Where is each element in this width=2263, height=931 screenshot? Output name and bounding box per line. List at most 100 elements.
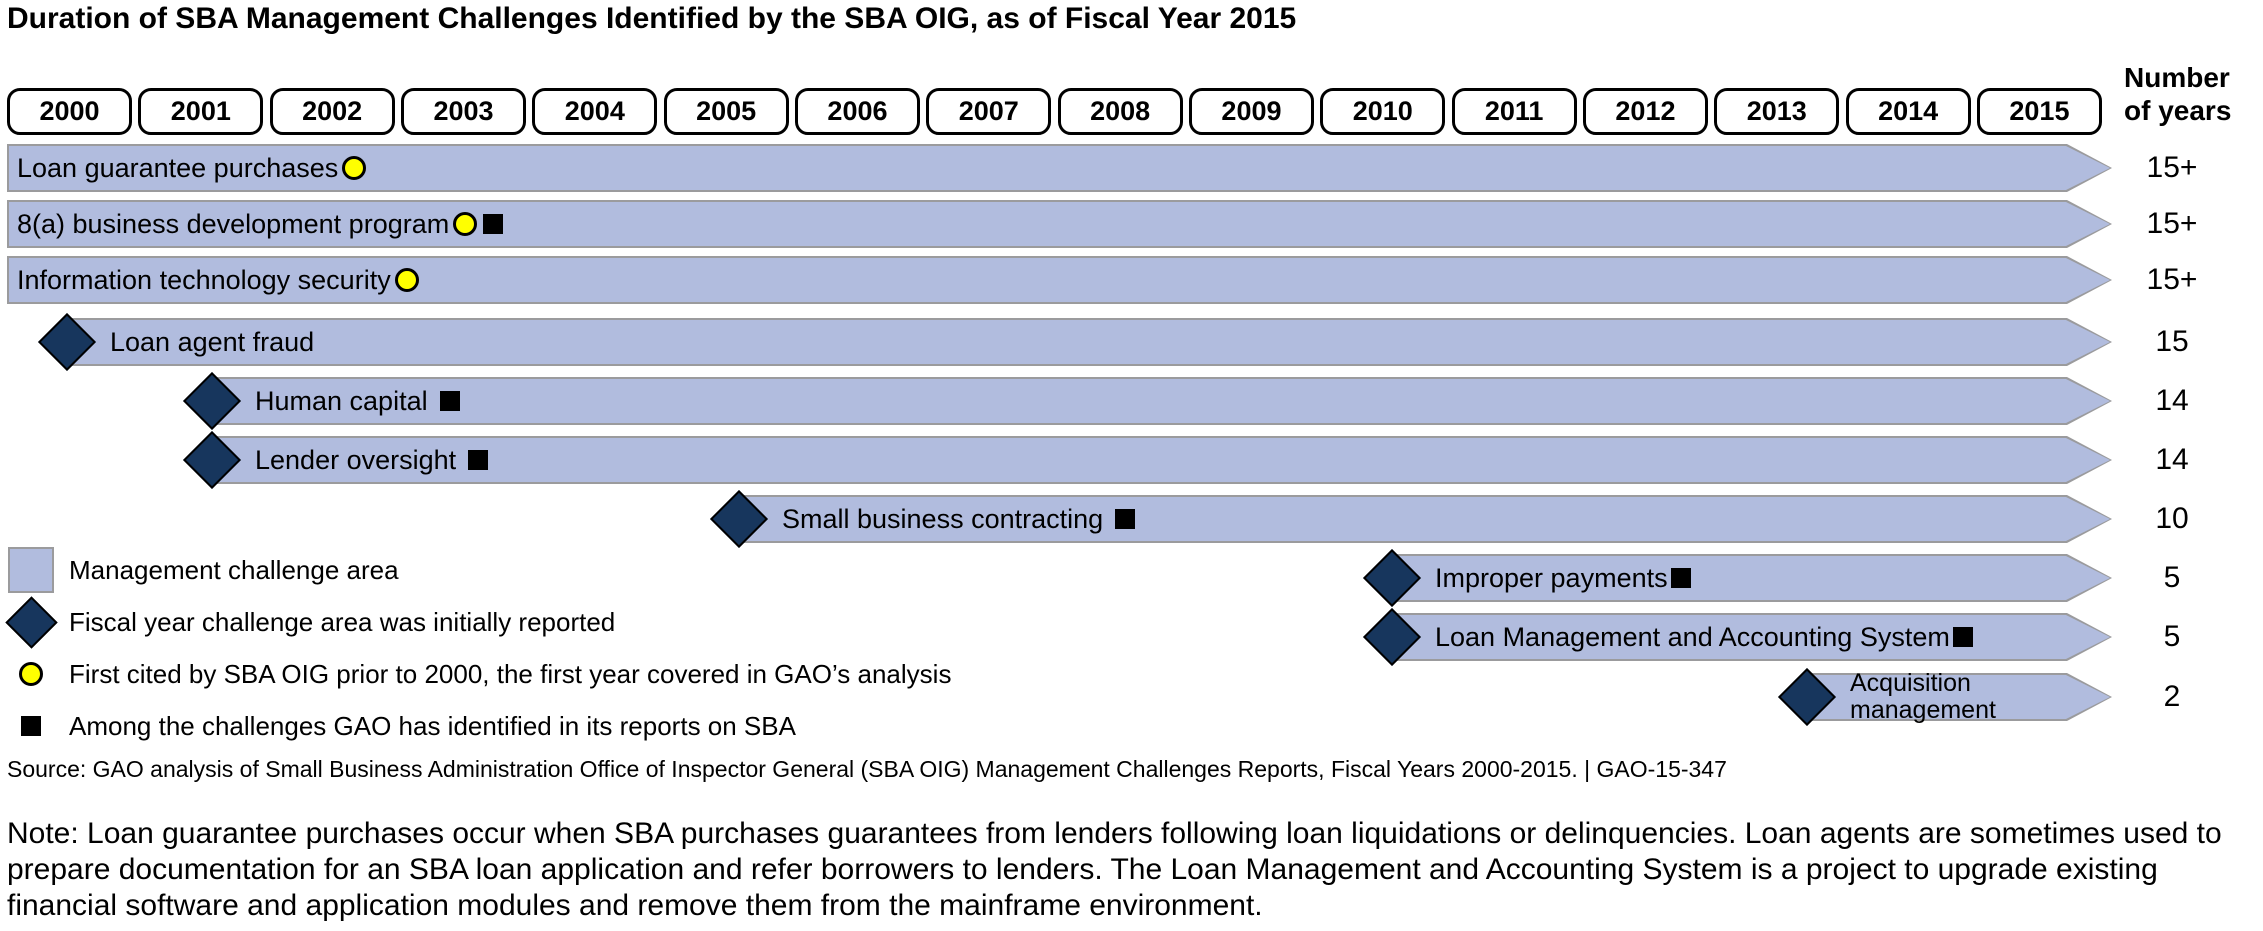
- yellow-circle-shape: [19, 662, 43, 686]
- gao-identified-icon: [468, 450, 489, 470]
- year-box-2002: 2002: [269, 88, 395, 135]
- challenge-bar-fill: [67, 320, 2110, 364]
- challenge-bar-fill: [212, 379, 2110, 423]
- year-label: 2015: [2009, 96, 2070, 126]
- number-of-years-header: Number of years: [2124, 61, 2231, 127]
- year-label: 2005: [696, 96, 757, 126]
- row-number-of-years: 2: [2163, 680, 2181, 713]
- black-square-shape: [21, 716, 41, 736]
- challenge-bar-label: Lender oversight: [255, 436, 489, 484]
- challenge-bar-fill: [1807, 675, 2110, 719]
- gao-identified-icon: [439, 391, 460, 411]
- legend-label: Fiscal year challenge area was initially…: [69, 606, 616, 637]
- year-box-2013: 2013: [1714, 88, 1840, 135]
- gao-identified-icon: [1670, 568, 1691, 588]
- year-label: 2004: [564, 96, 625, 126]
- number-of-years-header-line2: of years: [2124, 95, 2232, 126]
- challenge-bar-label: Information technology security: [17, 256, 419, 304]
- year-label: 2013: [1746, 96, 1807, 126]
- year-box-2007: 2007: [926, 88, 1052, 135]
- legend-item-yellow-circle: First cited by SBA OIG prior to 2000, th…: [6, 650, 951, 698]
- year-label: 2011: [1484, 96, 1544, 126]
- gao-identified-icon: [1952, 627, 1973, 647]
- year-box-2008: 2008: [1057, 88, 1183, 135]
- year-box-2003: 2003: [400, 88, 526, 135]
- year-box-2006: 2006: [794, 88, 920, 135]
- challenge-label-text: Acquisition management: [1850, 669, 1996, 724]
- legend-item-black-square: Among the challenges GAO has identified …: [6, 702, 796, 750]
- challenge-label-text: 8(a) business development program: [17, 208, 450, 239]
- row-number-of-years: 10: [2155, 502, 2189, 535]
- challenge-bar: Loan guarantee purchases: [7, 144, 2112, 192]
- challenge-label-text: Improper payments: [1435, 562, 1668, 593]
- challenge-label-text: Information technology security: [17, 264, 391, 295]
- year-box-2014: 2014: [1845, 88, 1971, 135]
- row-number-of-years: 14: [2155, 443, 2189, 476]
- challenge-bar-label: Loan Management and Accounting System: [1435, 613, 1973, 661]
- challenge-bar-label: Human capital: [255, 377, 460, 425]
- challenge-bar: Improper payments: [1390, 554, 2112, 602]
- diamond-shape: [4, 595, 58, 649]
- year-label: 2006: [827, 96, 888, 126]
- challenge-bar-fill: [9, 202, 2110, 246]
- legend-item-diamond: Fiscal year challenge area was initially…: [4, 595, 616, 649]
- row-number-of-years: 5: [2163, 561, 2181, 594]
- row-number-of-years: 15+: [2146, 151, 2198, 184]
- row-number-of-years: 15: [2155, 325, 2189, 358]
- black-square-icon: [6, 702, 56, 750]
- chart-title: Duration of SBA Management Challenges Id…: [7, 2, 1297, 35]
- legend-label: First cited by SBA OIG prior to 2000, th…: [69, 658, 952, 689]
- challenge-bar: Acquisition management: [1805, 669, 2112, 724]
- legend-item-bar-swatch: Management challenge area: [6, 546, 399, 594]
- challenge-label-text: Loan guarantee purchases: [17, 152, 339, 183]
- source-text: Source: GAO analysis of Small Business A…: [7, 756, 1727, 782]
- cited-prior-2000-icon: [453, 212, 478, 236]
- challenge-bar-label: Acquisition management: [1850, 669, 2025, 724]
- challenge-bar: Human capital: [210, 377, 2112, 425]
- legend-label: Management challenge area: [69, 554, 399, 585]
- challenge-bar: Small business contracting: [737, 495, 2112, 543]
- number-of-years-header-line1: Number: [2124, 62, 2230, 93]
- year-box-2009: 2009: [1188, 88, 1314, 135]
- year-box-2012: 2012: [1582, 88, 1708, 135]
- year-box-2004: 2004: [532, 88, 658, 135]
- challenge-label-text: Human capital: [255, 385, 428, 416]
- challenge-bar-fill: [739, 497, 2110, 541]
- bar-swatch-icon: [6, 546, 56, 594]
- challenge-bar: Loan agent fraud: [65, 318, 2112, 366]
- challenge-bar-label: Improper payments: [1435, 554, 1691, 602]
- note-text: Note: Loan guarantee purchases occur whe…: [7, 817, 2222, 922]
- year-label: 2007: [958, 96, 1019, 126]
- row-number-of-years: 5: [2163, 620, 2181, 653]
- challenge-label-text: Small business contracting: [782, 503, 1104, 534]
- year-box-2011: 2011: [1451, 88, 1577, 135]
- year-label: 2012: [1615, 96, 1676, 126]
- diamond-icon: [4, 595, 58, 649]
- year-label: 2000: [39, 96, 100, 126]
- year-label: 2001: [170, 96, 231, 126]
- year-label: 2010: [1352, 96, 1413, 126]
- year-box-2000: 2000: [7, 88, 132, 135]
- challenge-bar-label: Loan guarantee purchases: [17, 144, 367, 192]
- challenge-bar: Loan Management and Accounting System: [1390, 613, 2112, 661]
- row-number-of-years: 15+: [2146, 263, 2198, 296]
- year-label: 2009: [1221, 96, 1282, 126]
- year-label: 2008: [1090, 96, 1151, 126]
- gao-identified-icon: [1115, 509, 1136, 529]
- challenge-bar-label: 8(a) business development program: [17, 200, 504, 248]
- gao-identified-icon: [483, 214, 504, 234]
- legend-label: Among the challenges GAO has identified …: [69, 710, 796, 741]
- challenge-label-text: Lender oversight: [255, 444, 457, 475]
- year-box-2001: 2001: [138, 88, 264, 135]
- year-box-2010: 2010: [1320, 88, 1446, 135]
- challenge-bar: Information technology security: [7, 256, 2112, 304]
- challenge-bar: Lender oversight: [210, 436, 2112, 484]
- challenge-bar-fill: [1392, 615, 2110, 659]
- challenge-label-text: Loan Management and Accounting System: [1435, 621, 1950, 652]
- challenge-bar-fill: [212, 438, 2110, 482]
- row-number-of-years: 15+: [2146, 207, 2198, 240]
- yellow-circle-icon: [6, 650, 56, 698]
- bar-swatch-shape: [8, 547, 54, 593]
- cited-prior-2000-icon: [394, 268, 419, 292]
